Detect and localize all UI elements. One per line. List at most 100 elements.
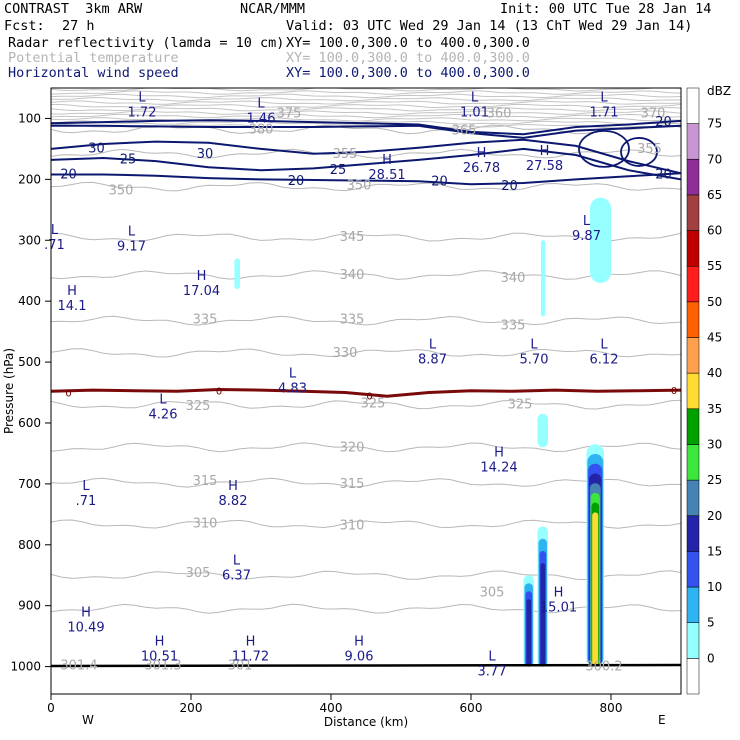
extremum-value: 28.51 <box>368 168 405 183</box>
theta-contour-label: 365 <box>452 124 477 139</box>
surface-theta-label: 301.3 <box>144 658 181 673</box>
extremum-marker: H <box>197 269 207 284</box>
x-axis-east-label: E <box>658 713 666 727</box>
colorbar-swatch <box>686 444 700 481</box>
extremum-marker: H <box>382 153 392 168</box>
x-tick-label: 0 <box>47 701 55 715</box>
extremum-value: 1.72 <box>128 105 157 120</box>
extremum-marker: L <box>530 338 538 353</box>
x-tick-label: 800 <box>600 701 623 715</box>
theta-contour-label: 370 <box>641 107 666 122</box>
theta-contour-label: 315 <box>193 474 218 489</box>
theta-contour-label: 355 <box>637 142 662 157</box>
theta-contour-line <box>51 110 681 115</box>
extremum-value: 1.01 <box>460 105 489 120</box>
theta-contour-line <box>51 100 681 105</box>
extremum-value: 26.78 <box>463 161 500 176</box>
extremum-marker: H <box>354 634 364 649</box>
extremum-marker: L <box>233 553 241 568</box>
reflectivity-cell <box>592 512 599 667</box>
colorbar-level-label: 25 <box>707 473 722 487</box>
wind-contour-label: 30 <box>88 142 105 157</box>
reflectivity-cell <box>541 240 546 317</box>
colorbar-level-label: 30 <box>707 438 722 452</box>
theta-contour-label: 305 <box>480 585 505 600</box>
extremum-value: 6.37 <box>222 568 251 583</box>
extremum-value: 15.01 <box>540 601 577 616</box>
colorbar-swatch <box>686 87 700 124</box>
reflectivity-cell <box>526 599 532 667</box>
extremum-marker: L <box>257 96 265 111</box>
colorbar-swatch <box>686 479 700 516</box>
colorbar-level-label: 10 <box>707 580 722 594</box>
extremum-value: 11.72 <box>232 649 269 664</box>
zero-isotherm-label: 0 <box>671 386 677 397</box>
extremum-marker: H <box>554 586 564 601</box>
extremum-marker: H <box>81 606 91 621</box>
wind-contour-line <box>51 172 681 186</box>
extremum-marker: L <box>128 224 136 239</box>
colorbar-level-label: 40 <box>707 366 722 380</box>
extremum-marker: H <box>540 144 550 159</box>
x-axis-label: Distance (km) <box>324 715 408 729</box>
extremum-marker: H <box>494 445 504 460</box>
zero-isotherm <box>51 387 681 398</box>
extremum-marker: L <box>600 338 608 353</box>
theta-contour-line <box>51 603 681 614</box>
x-axis-west-label: W <box>82 713 94 727</box>
colorbar-level-label: 0 <box>707 651 715 665</box>
colorbar-level-label: 65 <box>707 188 722 202</box>
axes: Distance (km) Pressure (hPa) W E 0 200 400… <box>2 111 666 729</box>
theta-contour-line <box>51 106 681 112</box>
theta-contour-label: 320 <box>340 440 365 455</box>
org-label: NCAR/MMM <box>240 1 306 17</box>
colorbar: dBZ 0 5 10 15 20 25 30 35 40 45 50 55 60 65 70 75 <box>686 84 731 695</box>
theta-contour-line <box>51 181 681 192</box>
colorbar-level-label: 60 <box>707 224 722 238</box>
x-tick-label: 400 <box>320 701 343 715</box>
theta-contour-label: 375 <box>277 107 302 122</box>
extremum-marker: L <box>289 366 297 381</box>
theta-contour-label: 305 <box>186 566 211 581</box>
y-tick-label: 800 <box>18 538 41 552</box>
reflectivity-cells <box>234 197 611 667</box>
extremum-marker: L <box>471 90 479 105</box>
wind-contours <box>51 119 681 186</box>
extremum-value: 1.71 <box>590 105 619 120</box>
extremum-value: 4.83 <box>278 381 307 396</box>
extremum-value: 10.49 <box>67 621 104 636</box>
colorbar-level-label: 70 <box>707 152 722 166</box>
theta-contour-line <box>51 117 681 122</box>
y-tick-label: 700 <box>18 477 41 491</box>
extremum-value: 8.82 <box>219 494 248 509</box>
theta-contour-label: 325 <box>508 398 533 413</box>
theta-contour-label: 335 <box>193 312 218 327</box>
theta-contour-label: 350 <box>109 183 134 198</box>
colorbar-level-label: 15 <box>707 544 722 558</box>
theta-contour-line <box>51 88 681 92</box>
colorbar-swatch <box>686 301 700 338</box>
extremum-marker: H <box>228 479 238 494</box>
wind-contour-label: 20 <box>60 167 77 182</box>
y-tick-label: 1000 <box>10 660 41 674</box>
theta-contour-line <box>51 103 681 109</box>
extremum-marker: L <box>600 90 608 105</box>
extremum-marker: L <box>159 392 167 407</box>
theta-contour-label: 310 <box>340 518 365 533</box>
reflectivity-cell <box>540 563 546 667</box>
theta-contour-line <box>51 148 681 159</box>
wind-contour-label: 20 <box>655 167 672 182</box>
theta-contour-label: 335 <box>340 312 365 327</box>
extremum-marker: L <box>82 479 90 494</box>
zero-isotherm-label: 0 <box>366 392 372 403</box>
extremum-value: 9.17 <box>117 239 146 254</box>
extremum-value: 27.58 <box>526 159 563 174</box>
y-tick-label: 200 <box>18 172 41 186</box>
zero-isotherm-label: 0 <box>65 389 71 400</box>
theta-contour-label: 315 <box>340 477 365 492</box>
theta-contour-line <box>51 399 681 410</box>
extremum-marker: L <box>138 90 146 105</box>
field-1-xy: XY= 100.0,300.0 to 400.0,300.0 <box>286 35 530 51</box>
extremum-value: 8.87 <box>418 353 447 368</box>
